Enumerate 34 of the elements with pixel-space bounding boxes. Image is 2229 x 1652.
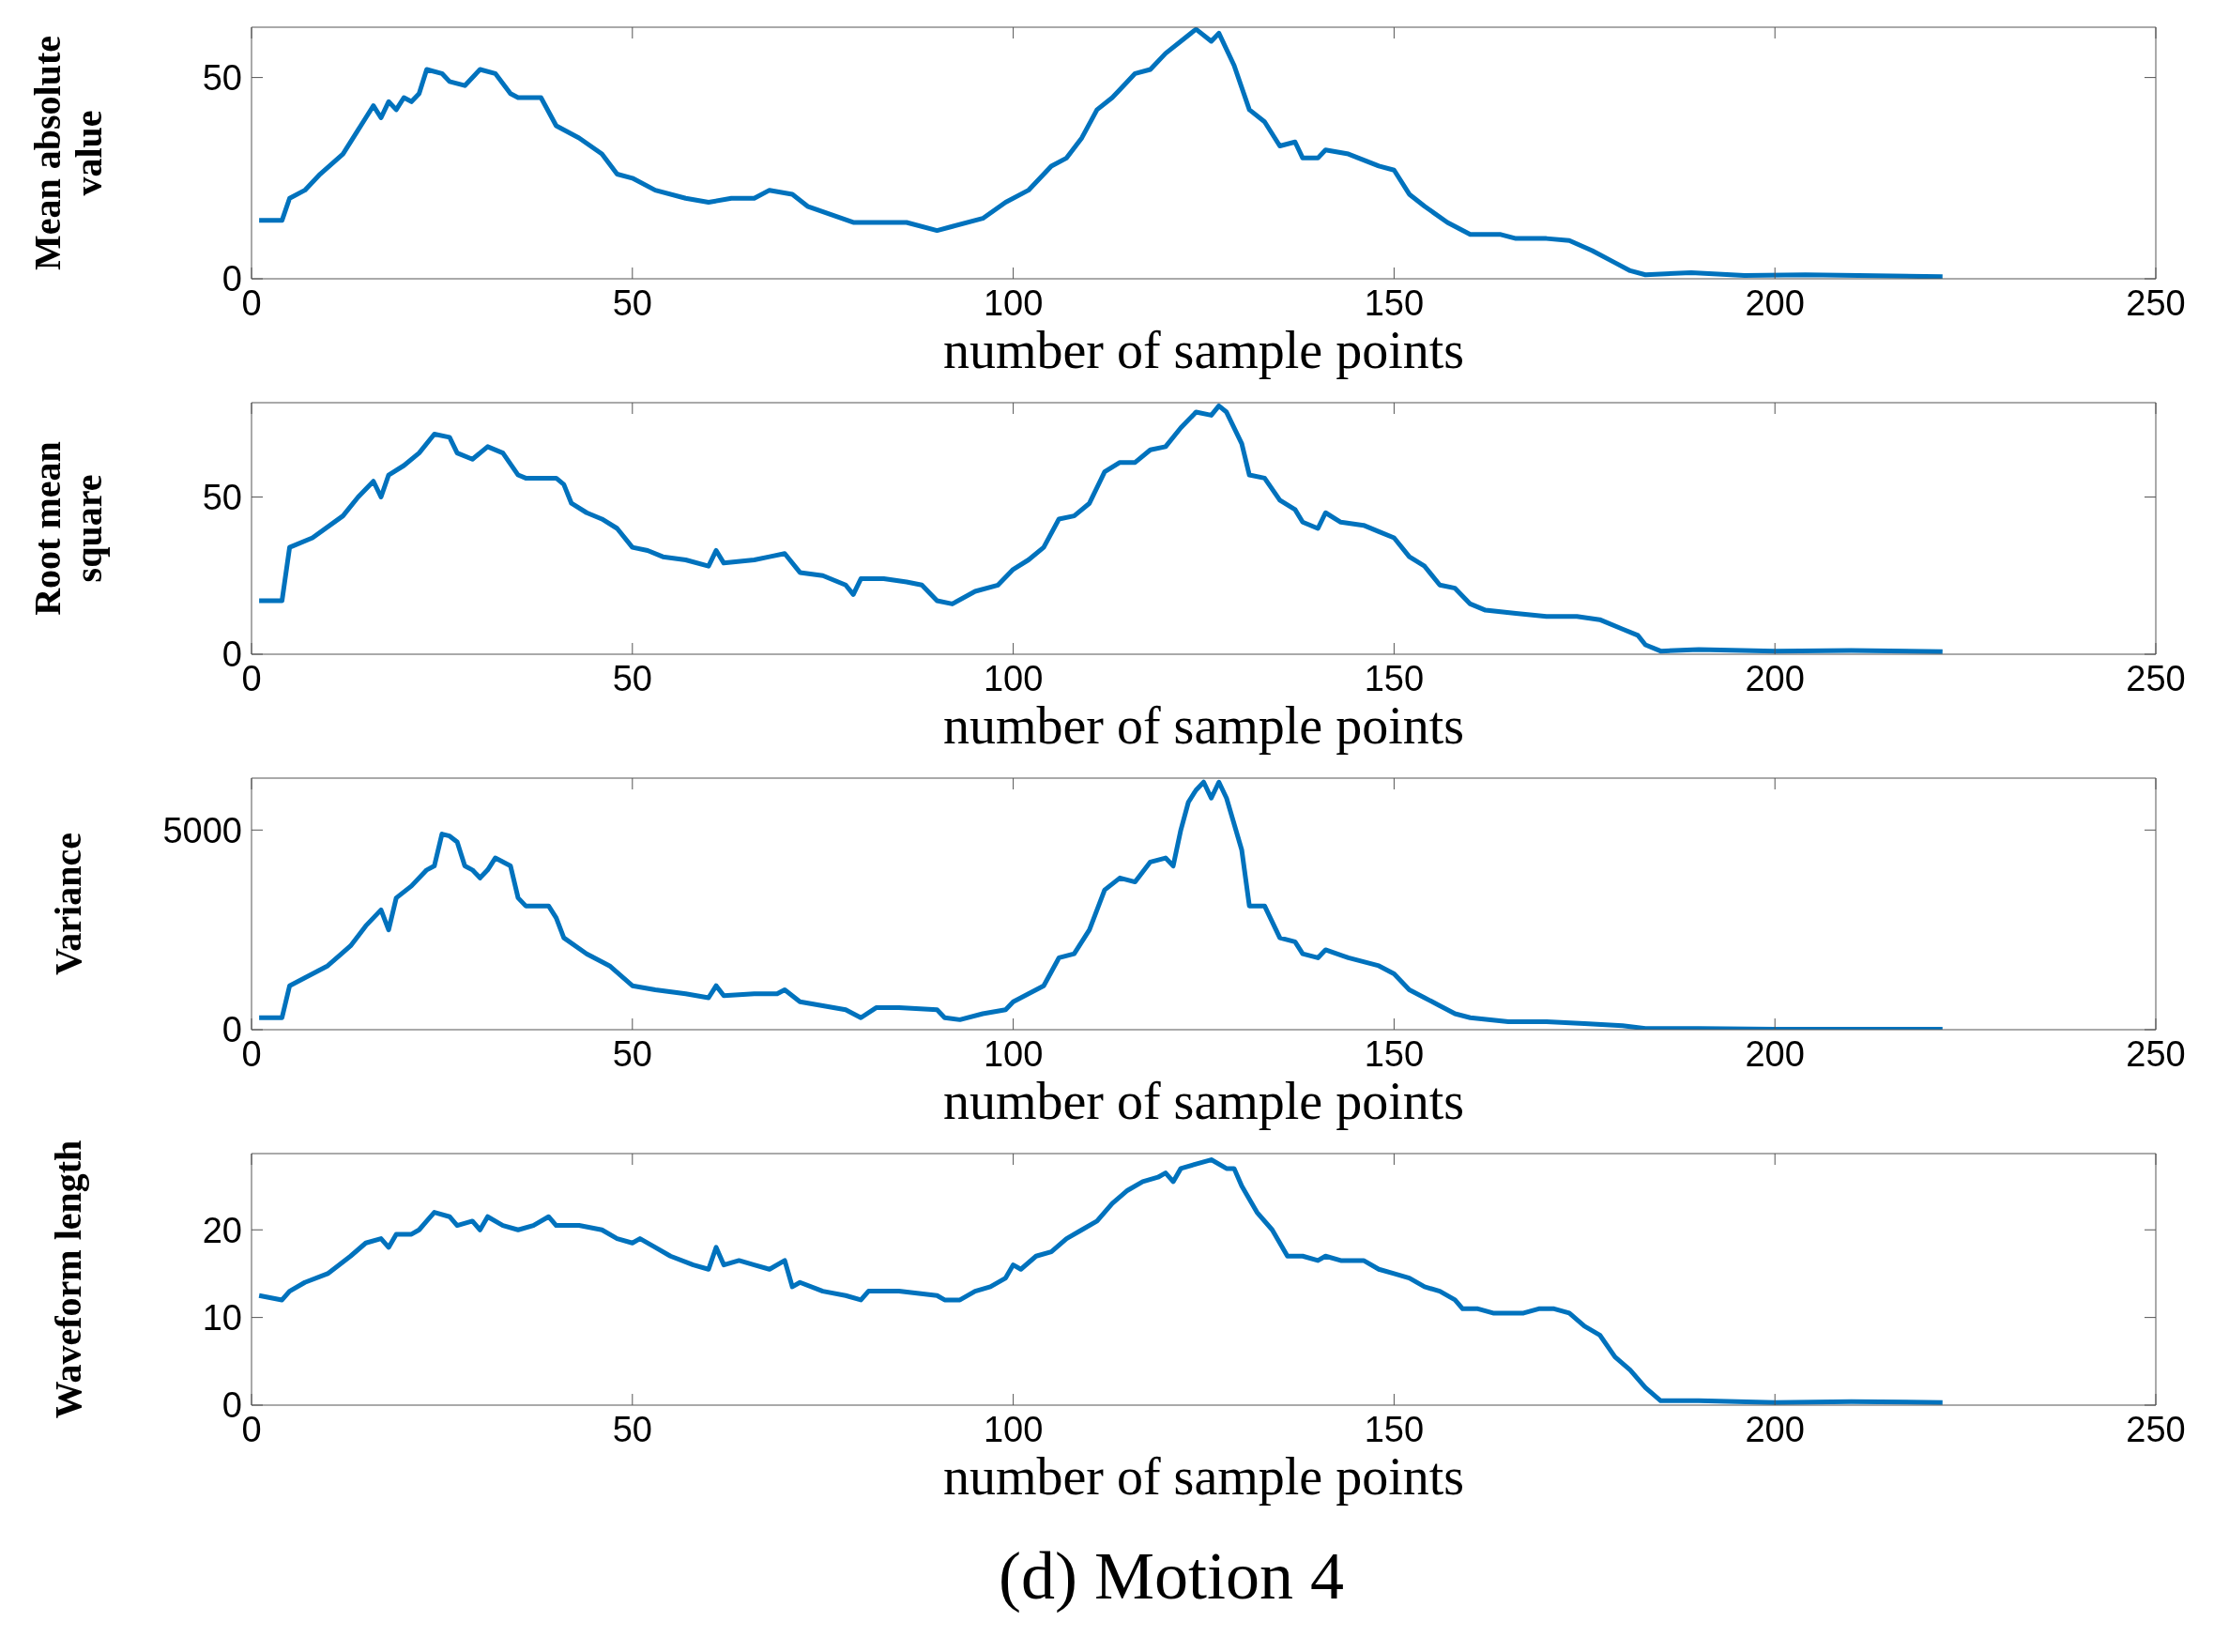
x-tick-label: 200 (1745, 1033, 1805, 1074)
x-tick-label: 250 (2126, 658, 2186, 698)
x-axis-title: number of sample points (942, 321, 1465, 379)
x-tick-label: 250 (2126, 1409, 2186, 1449)
x-axis-title: number of sample points (942, 1447, 1465, 1506)
x-tick-label: 150 (1364, 1409, 1425, 1449)
x-tick-label: 100 (983, 1409, 1044, 1449)
y-tick-label: 50 (202, 477, 242, 517)
x-tick-label: 100 (983, 1033, 1044, 1074)
x-tick-label: 200 (1745, 1409, 1805, 1449)
x-axis-title: number of sample points (942, 1072, 1465, 1130)
x-tick-label: 150 (1364, 283, 1425, 323)
y-tick-label: 20 (202, 1210, 242, 1250)
x-axis-title: number of sample points (942, 696, 1465, 755)
x-tick-label: 150 (1364, 658, 1425, 698)
y-axis-title: Waveform length (47, 1139, 89, 1420)
x-tick-label: 50 (612, 283, 652, 323)
x-tick-label: 250 (2126, 283, 2186, 323)
y-tick-label: 50 (202, 58, 242, 99)
y-axis-title: Root mean square (26, 440, 110, 618)
x-tick-label: 250 (2126, 1033, 2186, 1074)
x-tick-label: 100 (983, 658, 1044, 698)
x-tick-label: 50 (612, 658, 652, 698)
y-tick-label: 10 (202, 1298, 242, 1338)
y-axis-title: Mean absolute value (26, 35, 110, 272)
x-tick-label: 50 (612, 1409, 652, 1449)
y-tick-label: 5000 (162, 810, 242, 850)
x-tick-label: 150 (1364, 1033, 1425, 1074)
x-tick-label: 50 (612, 1033, 652, 1074)
y-axis-title: Variance (47, 832, 89, 977)
x-tick-label: 200 (1745, 283, 1805, 323)
x-tick-label: 100 (983, 283, 1044, 323)
text: (d) Motion 4 (998, 1537, 1345, 1615)
x-tick-label: 200 (1745, 658, 1805, 698)
